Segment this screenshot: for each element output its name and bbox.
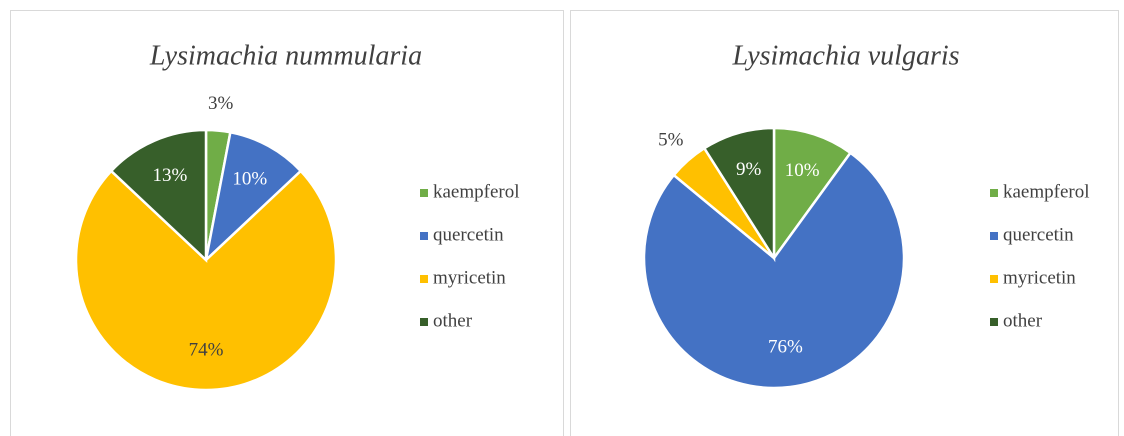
legend-marker — [420, 232, 428, 240]
pie-slice — [772, 126, 853, 262]
data-label: 3% — [208, 93, 234, 114]
legend-marker — [420, 275, 428, 283]
data-label: 74% — [189, 339, 224, 360]
legend-marker — [990, 318, 998, 326]
data-label: 13% — [152, 165, 187, 186]
legend-label: other — [433, 310, 473, 331]
legend-marker — [420, 318, 428, 326]
legend-marker — [990, 232, 998, 240]
legend-label: kaempferol — [1003, 181, 1090, 202]
legend-label: quercetin — [1003, 224, 1074, 245]
legend-label: other — [1003, 310, 1043, 331]
pie-slice — [642, 151, 906, 390]
legend-marker — [420, 189, 428, 197]
legend-marker — [990, 189, 998, 197]
data-label: 10% — [785, 160, 820, 181]
pie-slice — [204, 130, 303, 264]
pie-slice — [74, 169, 338, 392]
chart-title: Lysimachia nummularia — [149, 40, 422, 71]
data-label: 9% — [736, 159, 762, 180]
legend-marker — [990, 275, 998, 283]
data-label: 5% — [658, 129, 684, 150]
legend-label: quercetin — [433, 224, 504, 245]
chart-title: Lysimachia vulgaris — [731, 40, 959, 71]
data-label: 76% — [768, 337, 803, 358]
legend-label: kaempferol — [433, 181, 520, 202]
pie-slice — [702, 126, 776, 263]
data-label: 10% — [232, 169, 267, 190]
pie-slice — [109, 128, 208, 263]
legend-label: myricetin — [1003, 267, 1076, 288]
legend-label: myricetin — [433, 267, 506, 288]
